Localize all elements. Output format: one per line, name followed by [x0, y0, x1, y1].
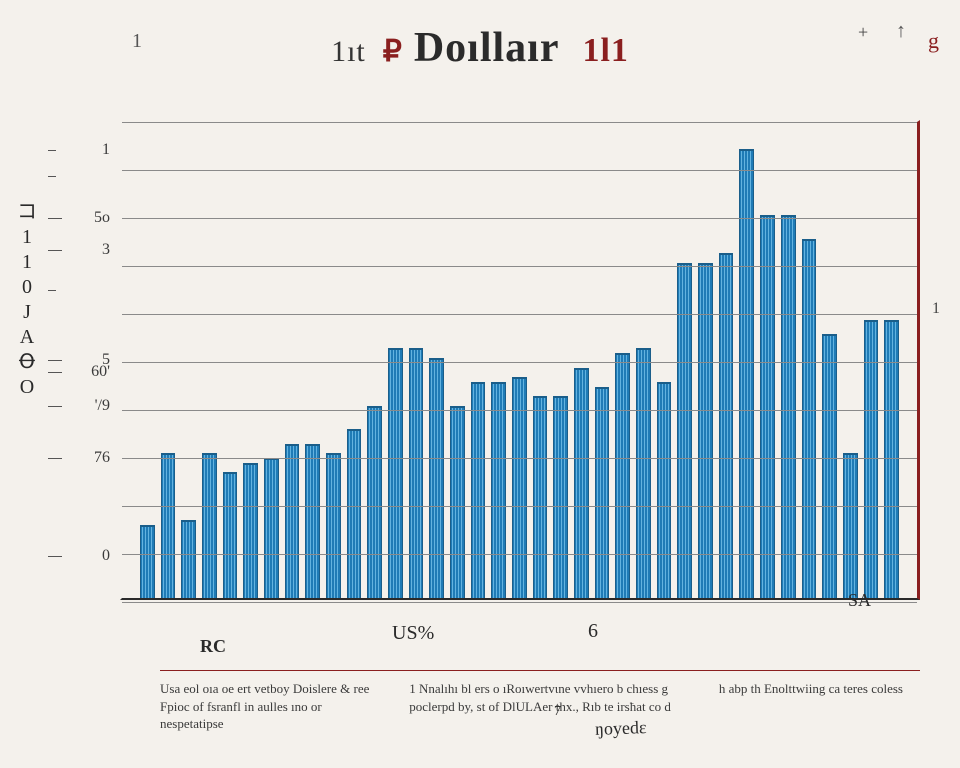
y-tick-label: 60' [54, 363, 110, 381]
y-tick-label: 76 [54, 449, 110, 467]
decor-topleft-1: 1 [132, 30, 142, 53]
bar [802, 239, 817, 598]
bar [843, 453, 858, 598]
bar [388, 348, 403, 598]
y-tick-label: 0 [54, 547, 110, 565]
x-axis-label: RC [200, 636, 226, 657]
x-axis-label: US% [392, 622, 434, 645]
bar [615, 353, 630, 598]
y-tick-mark [48, 372, 62, 373]
bar [161, 453, 176, 598]
gridline [122, 410, 917, 411]
chart-plot [120, 120, 920, 600]
bar [243, 463, 258, 598]
caption-rule [160, 670, 920, 671]
bar [367, 406, 382, 598]
caption-side-mark: 7 [554, 704, 561, 720]
y-tick-mark [48, 406, 62, 407]
gridline [122, 602, 917, 603]
bar [595, 387, 610, 598]
y-tick-mark [48, 360, 62, 361]
bar [202, 453, 217, 598]
bar [760, 215, 775, 598]
y-tick-mark [48, 458, 62, 459]
bar [471, 382, 486, 598]
title-accent: 1l1 [582, 32, 628, 69]
y-tick-mark [48, 250, 62, 251]
title-logo-icon: ₽ [383, 35, 403, 68]
y-tick-mark [48, 176, 56, 177]
decor-g: g [928, 28, 939, 54]
decor-plus-icon: + [858, 22, 868, 43]
bar [574, 368, 589, 598]
bar [347, 429, 362, 598]
caption-col2: 1 Nnalıhı bl ers o ıRoıwertvιne vvhıero … [409, 680, 691, 733]
bar [822, 334, 837, 598]
y-axis-label: コ110JAꝊO [14, 200, 40, 400]
title-main: Doıllaır [414, 25, 560, 71]
y-tick-label: '/9 [54, 397, 110, 415]
x-axis-label: 6 [588, 620, 598, 643]
caption-col1: Usa eol oıa oe ert vetboy Doislere & ree… [160, 680, 381, 733]
bar [781, 215, 796, 598]
bar [450, 406, 465, 598]
page: 1ıt ₽ Doıllaır 1l1 1 + ↑ g 1 コ110JAꝊO Us… [0, 0, 960, 768]
y-tick-label: 1 [54, 141, 110, 159]
gridline [122, 266, 917, 267]
bar [326, 453, 341, 598]
y-tick-label: 3 [54, 241, 110, 259]
right-axis-num: 1 [932, 300, 940, 318]
y-tick-mark [48, 150, 56, 151]
x-axis-label: SA [848, 590, 871, 611]
bar [553, 396, 568, 598]
gridline [122, 314, 917, 315]
bars-container [122, 122, 917, 598]
gridline [122, 122, 917, 123]
bar [409, 348, 424, 598]
y-tick-mark [48, 290, 56, 291]
gridline [122, 554, 917, 555]
bar [636, 348, 651, 598]
gridline [122, 218, 917, 219]
bar [491, 382, 506, 598]
decor-arrow-up-icon: ↑ [896, 20, 906, 43]
bar [285, 444, 300, 598]
bar [739, 149, 754, 598]
caption-col3: h abp th Enolttwiing ca teres coless [719, 680, 920, 733]
bar [223, 472, 238, 598]
gridline [122, 506, 917, 507]
y-tick-mark [48, 218, 62, 219]
gridline [122, 170, 917, 171]
bar [305, 444, 320, 598]
chart-title: 1ıt ₽ Doıllaır 1l1 [0, 24, 960, 72]
title-left: 1ıt [331, 35, 366, 68]
gridline [122, 362, 917, 363]
y-tick-label: 5o [54, 209, 110, 227]
caption: Usa eol oıa oe ert vetboy Doislere & ree… [160, 680, 920, 733]
bar [181, 520, 196, 598]
signature: ŋoyedɛ [595, 717, 647, 740]
bar [719, 253, 734, 598]
bar [657, 382, 672, 598]
bar [264, 458, 279, 598]
bar [140, 525, 155, 598]
bar [429, 358, 444, 598]
y-tick-mark [48, 556, 62, 557]
bar [533, 396, 548, 598]
gridline [122, 458, 917, 459]
